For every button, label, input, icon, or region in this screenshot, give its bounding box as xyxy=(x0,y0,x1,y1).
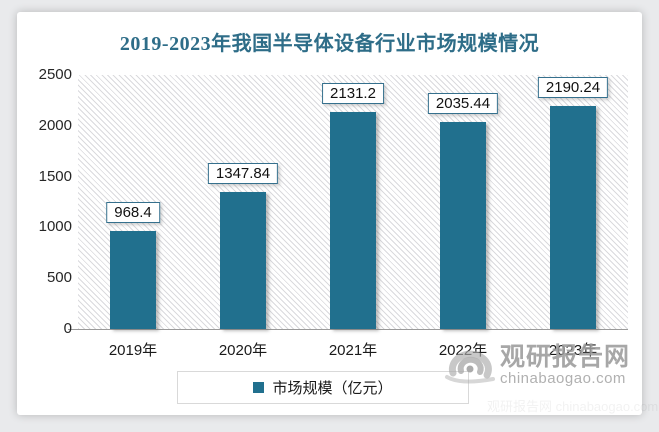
x-axis-label: 2021年 xyxy=(328,342,378,359)
watermark: 观研报告网 chinabaogao.com xyxy=(443,343,630,400)
bar-column: 2035.44 xyxy=(408,75,518,329)
bar-column: 2131.2 xyxy=(298,75,408,329)
bar-column: 968.4 xyxy=(78,75,188,329)
chart-card: 2019-2023年我国半导体设备行业市场规模情况 0 500 1000 1500 20… xyxy=(17,12,658,415)
y-axis-tick-label: 2000 xyxy=(38,116,72,134)
legend: 市场规模（亿元） xyxy=(177,371,469,404)
bars-layer: 968.4 1347.84 2131.2 2035.44 2190.24 xyxy=(78,75,628,329)
bar-value-label: 1347.84 xyxy=(207,163,279,185)
legend-label: 市场规模（亿元） xyxy=(272,380,393,397)
bar xyxy=(550,106,596,329)
watermark-domain-text: chinabaogao.com xyxy=(500,370,626,387)
watermark-brand-text: 观研报告网 xyxy=(500,343,631,371)
bar xyxy=(110,230,156,329)
x-axis-label: 2019年 xyxy=(108,342,158,359)
x-axis-label: 2023年 xyxy=(548,342,598,359)
x-axis-label: 2020年 xyxy=(218,342,268,359)
y-axis-tick-label: 1000 xyxy=(38,218,72,236)
y-axis-tick-label: 500 xyxy=(46,269,72,287)
bar-column: 1347.84 xyxy=(188,75,298,329)
y-axis-tick-label: 2500 xyxy=(38,66,72,83)
y-axis-tick-label: 1500 xyxy=(38,167,72,185)
chart-title: 2019-2023年我国半导体设备行业市场规模情况 xyxy=(119,33,540,55)
swirl-logo-icon xyxy=(443,343,497,400)
bar xyxy=(220,192,266,329)
bar-value-label: 2131.2 xyxy=(322,83,384,105)
y-axis-tick-label: 0 xyxy=(63,320,72,337)
legend-marker-icon xyxy=(253,382,265,393)
bar-value-label: 2190.24 xyxy=(537,77,609,99)
faint-watermark: 观研报告网 chinabaogao.com xyxy=(487,399,659,414)
bar-value-label: 2035.44 xyxy=(427,93,499,115)
bar xyxy=(330,112,376,329)
bar-column: 2190.24 xyxy=(518,75,628,329)
bar xyxy=(440,122,486,329)
bar-value-label: 968.4 xyxy=(106,201,160,223)
